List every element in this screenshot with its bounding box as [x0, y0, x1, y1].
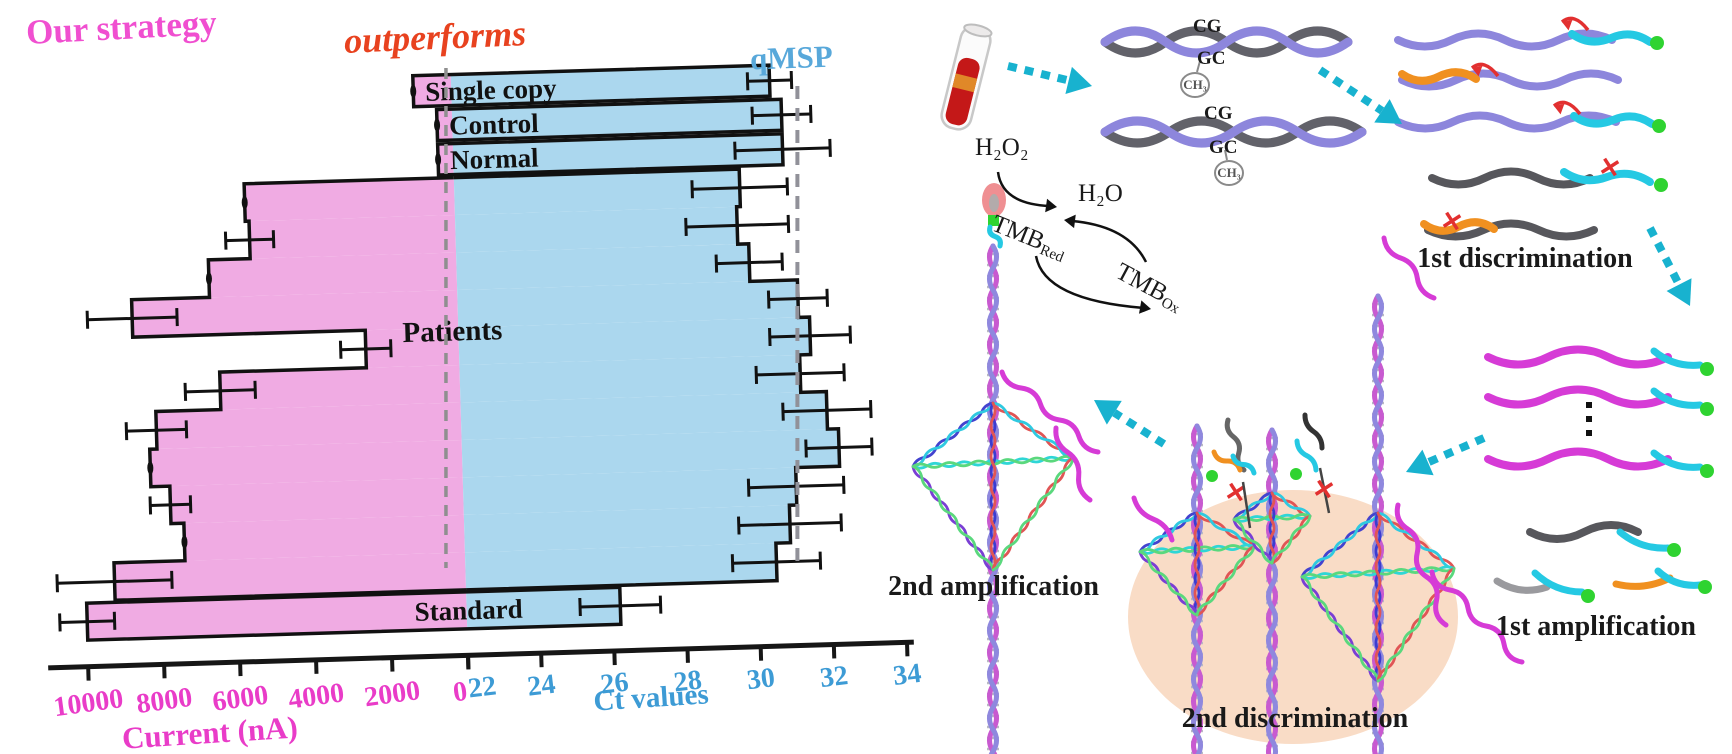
step-label-first-amplification: 1st amplification — [1496, 611, 1696, 642]
fluorophore-dot — [1700, 362, 1714, 376]
bar-ct — [461, 428, 840, 478]
svg-text:2000: 2000 — [362, 675, 422, 713]
methyl-label: CH₃ — [1183, 77, 1207, 92]
chart-rotated-frame: Single copyControlNormalStandardPatients… — [48, 63, 923, 754]
blocked-x-icon — [1600, 157, 1620, 177]
bar-current — [113, 552, 467, 601]
svg-text:8000: 8000 — [135, 682, 195, 720]
blocked-x-icon — [1314, 479, 1334, 499]
error-bars — [55, 70, 874, 632]
patients-group-label: Patients — [402, 314, 503, 349]
bar-current — [365, 327, 460, 368]
bar-current — [169, 477, 464, 524]
blocked-x-icon — [1226, 482, 1246, 502]
hrp-enzyme-icon — [989, 194, 999, 212]
cpg-top-lower-label: GC — [1197, 48, 1226, 69]
fluorophore-dot — [1290, 468, 1302, 480]
fluorophore-dot — [1667, 543, 1681, 557]
svg-text:28: 28 — [672, 664, 703, 698]
fluorophore-dot — [1700, 464, 1714, 478]
cpg-bottom-lower-label: GC — [1209, 137, 1238, 158]
fluorophore-dot — [1654, 178, 1668, 192]
cpg-bottom-upper-label: CG — [1204, 103, 1233, 124]
bar-current — [155, 402, 462, 449]
svg-text:22: 22 — [467, 670, 498, 704]
bar-current — [244, 177, 455, 222]
step-label-second-discrimination: 2nd discrimination — [1181, 703, 1409, 734]
flow-arrow-icon — [1646, 226, 1692, 306]
step-label-first-discrimination: 1st discrimination — [1417, 243, 1633, 274]
bar-current — [149, 439, 463, 487]
svg-text:Normal: Normal — [450, 143, 540, 176]
svg-text:4000: 4000 — [286, 677, 346, 715]
blocked-x-icon — [1442, 211, 1462, 231]
methyl-circle-icon — [1214, 160, 1244, 186]
bar-ct — [460, 391, 828, 440]
svg-text:Standard: Standard — [414, 594, 523, 627]
x-axis: 10000 8000 6000 4000 2000 022 24 26 28 30 32 34Curr… — [48, 639, 923, 754]
bar-ct — [466, 587, 621, 629]
bar-current — [437, 143, 454, 176]
bar-fills — [86, 65, 840, 641]
fluorophore-dot — [1700, 402, 1714, 416]
bar-ct — [451, 99, 782, 141]
chart-title-outperforms: outperforms — [343, 13, 527, 61]
svg-text:34: 34 — [892, 658, 923, 692]
flow-arrow-icon — [1007, 62, 1092, 95]
fluorophore-dot — [1581, 589, 1595, 603]
bar-ct — [454, 206, 738, 253]
bar-ct — [459, 354, 801, 403]
bar-ct — [456, 243, 750, 291]
bar-ct — [453, 169, 741, 216]
svg-text:32: 32 — [818, 660, 849, 694]
bar-ct — [463, 505, 791, 553]
bar-current — [436, 109, 453, 141]
bar-current — [131, 290, 459, 338]
fluorophore-dot — [1698, 580, 1712, 594]
h2o-label: H₂O — [1078, 180, 1123, 207]
flow-arrow-icon — [1406, 434, 1486, 476]
svg-text:Control: Control — [449, 108, 540, 141]
fluorophore-dot — [1206, 470, 1218, 482]
chart-title-qmsp: qMSP — [749, 38, 834, 77]
svg-text:0: 0 — [451, 676, 469, 709]
bar-current — [86, 591, 468, 641]
h2o2-label: H₂O₂ — [975, 134, 1029, 161]
bar-current — [183, 514, 465, 561]
flow-arrow-icon — [1317, 66, 1402, 124]
assay-schematic — [911, 16, 1714, 754]
blood-tube-icon — [940, 23, 993, 131]
methyl-circle-icon — [1180, 72, 1210, 98]
ct-axis-label: Ct values — [593, 678, 710, 717]
bar-current — [249, 215, 457, 259]
bar-ct — [462, 467, 797, 515]
step-label-second-amplification: 2nd amplification — [888, 571, 1099, 602]
bar-ct — [452, 133, 783, 175]
fluorophore-dot — [1650, 36, 1664, 50]
bar-ct — [458, 317, 811, 365]
methyl-label: CH₃ — [1217, 165, 1241, 180]
svg-text:6000: 6000 — [210, 680, 270, 718]
svg-text:30: 30 — [745, 662, 776, 696]
bar-ct — [457, 279, 799, 328]
svg-text:26: 26 — [599, 667, 630, 701]
fluorophore-dot — [1652, 119, 1666, 133]
bar-ct — [464, 543, 778, 590]
cpg-top-upper-label: CG — [1193, 16, 1222, 37]
flow-arrow-icon — [1094, 400, 1167, 448]
strategy-vs-qmsp-chart: Single copyControlNormalStandardPatients… — [48, 63, 923, 754]
bar-current — [219, 364, 461, 410]
bar-ct — [450, 65, 770, 106]
bar-current — [412, 74, 452, 107]
bar-current — [208, 252, 458, 298]
svg-text:24: 24 — [526, 669, 557, 703]
svg-text:10000: 10000 — [52, 683, 126, 723]
